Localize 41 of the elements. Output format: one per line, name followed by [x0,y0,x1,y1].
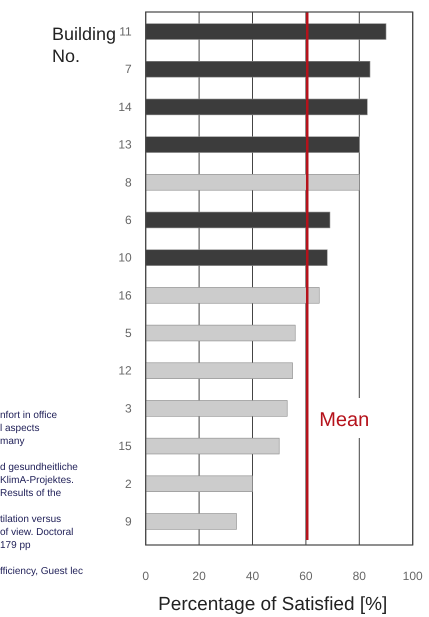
y-tick-label: 16 [118,288,132,302]
y-tick-label: 13 [118,138,132,152]
text: d gesundheitliche [0,462,78,473]
y-tick-label: 7 [125,62,132,76]
text: l aspects [0,423,40,434]
text: fficiency, Guest lec [0,566,83,577]
x-axis-title: Percentage of Satisfied [%] [158,594,388,615]
y-tick-label: 14 [118,100,132,114]
text: KlimA-Projektes. [0,475,74,486]
x-tick-label: 0 [142,569,150,583]
y-tick-label: 11 [119,24,132,39]
y-tick-label: 9 [125,514,132,528]
bar [145,324,296,342]
text: Results of the [0,488,62,499]
x-tick-label: 40 [246,569,260,583]
bar [145,287,320,304]
bar [145,476,253,492]
text: 179 pp [0,540,32,551]
ref-line-label: Mean [319,409,370,431]
x-tick-label: 100 [402,569,424,583]
x-tick-label: 20 [192,569,206,583]
y-tick-label: 2 [125,476,132,491]
y-tick-label: 15 [118,439,132,454]
y-tick-label: 8 [125,175,132,190]
bar [145,438,280,454]
x-tick-label: 80 [352,569,366,583]
bar [145,513,237,530]
y-tick-label: 3 [125,401,132,416]
text: of view. Doctoral [0,527,74,538]
y-tick-label: 5 [125,326,132,340]
y-tick-label: 6 [125,212,132,227]
y-axis-title: Building No. [52,24,116,66]
bar [145,174,360,191]
y-tick-label: 10 [118,250,132,265]
text: nfort in office [0,410,58,421]
x-tick-label: 60 [299,569,313,583]
text: many [0,436,24,447]
bar [145,400,288,417]
text: tilation versus [0,514,62,525]
y-tick-label: 12 [118,364,132,378]
bar [145,362,293,379]
